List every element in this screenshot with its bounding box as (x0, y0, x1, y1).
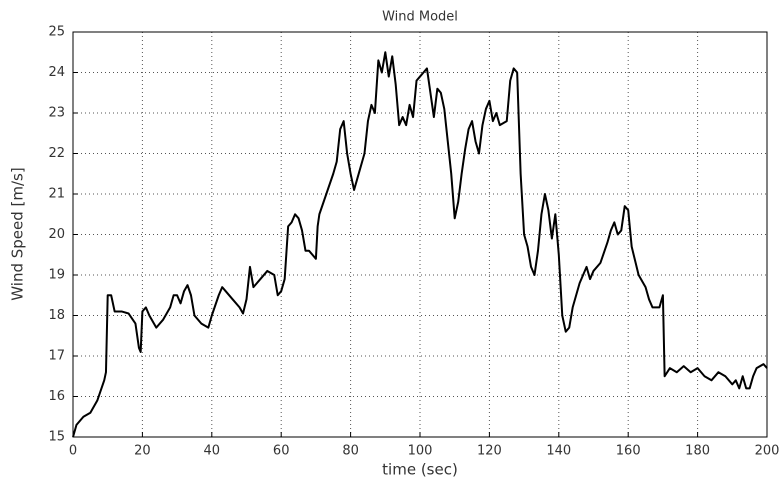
plot-area (73, 32, 767, 437)
x-tick-label: 20 (134, 444, 151, 459)
y-tick-label: 20 (48, 227, 65, 242)
x-tick-label: 160 (616, 444, 641, 459)
y-tick-label: 21 (48, 187, 65, 202)
x-tick-label: 40 (204, 444, 221, 459)
x-tick-label: 140 (546, 444, 571, 459)
y-tick-label: 25 (48, 25, 65, 40)
y-tick-label: 15 (48, 430, 65, 445)
x-tick-label: 100 (408, 444, 433, 459)
data-line (72, 51, 768, 438)
y-tick-label: 16 (48, 389, 65, 404)
x-tick-label: 0 (69, 444, 77, 459)
y-tick-label: 17 (48, 349, 65, 364)
y-tick-label: 24 (48, 65, 65, 80)
y-tick-label: 23 (48, 106, 65, 121)
x-tick-label: 200 (755, 444, 780, 459)
y-tick-label: 19 (48, 268, 65, 283)
x-tick-label: 120 (477, 444, 502, 459)
y-tick-label: 18 (48, 308, 65, 323)
y-axis-label: Wind Speed [m/s] (9, 167, 27, 300)
x-tick-label: 180 (685, 444, 710, 459)
x-tick-label: 80 (342, 444, 359, 459)
plot-frame (72, 31, 768, 438)
y-tick-label: 22 (48, 146, 65, 161)
chart-title: Wind Model (382, 10, 458, 25)
x-tick-label: 60 (273, 444, 290, 459)
x-axis-label: time (sec) (382, 461, 458, 479)
